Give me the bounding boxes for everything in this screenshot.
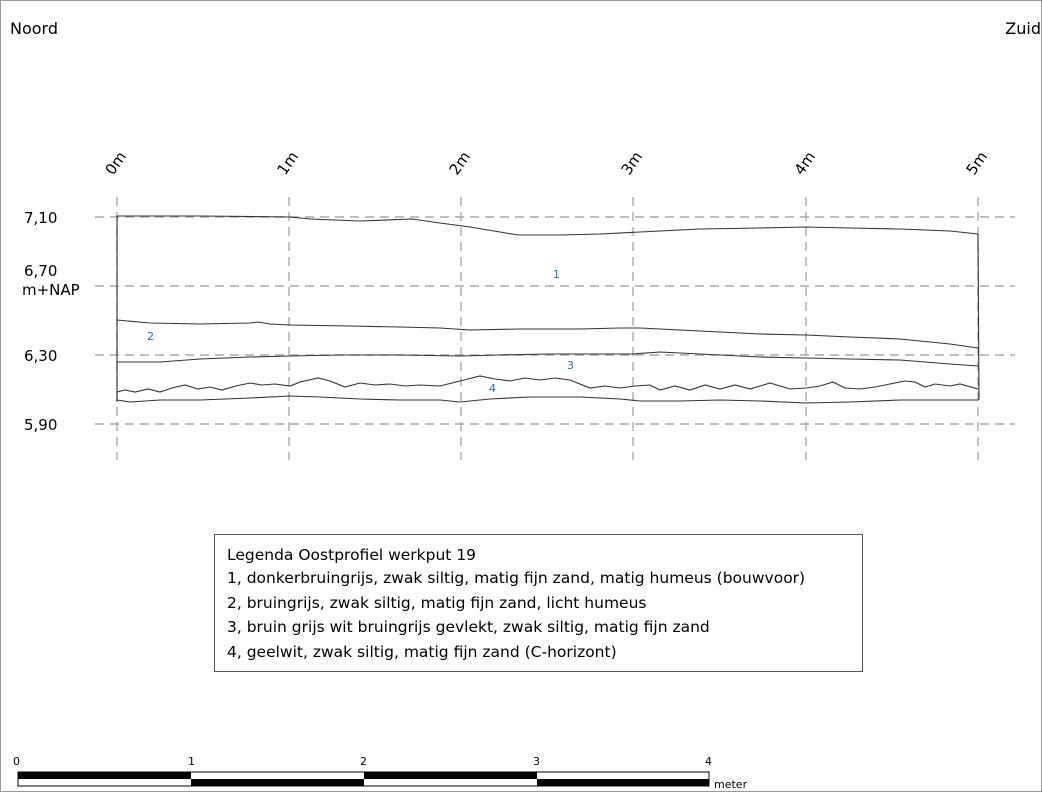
elevation-label-590: 5,90 bbox=[24, 416, 57, 434]
scale-tick-3: 3 bbox=[533, 755, 540, 768]
scale-tick-0: 0 bbox=[13, 755, 20, 768]
boundary-layer-2-3 bbox=[117, 351, 979, 367]
layer-label-4: 4 bbox=[489, 382, 496, 395]
scale-seg-top-2 bbox=[364, 772, 537, 779]
meter-label-5: 5m bbox=[963, 148, 992, 178]
orientation-south-label: Zuid bbox=[1005, 19, 1041, 38]
scale-tick-1: 1 bbox=[188, 755, 195, 768]
elevation-label-710: 7,10 bbox=[24, 209, 57, 227]
scale-tick-4: 4 bbox=[705, 755, 712, 768]
legend-title: Legenda Oostprofiel werkput 19 bbox=[227, 546, 477, 564]
scale-tick-2: 2 bbox=[360, 755, 367, 768]
meter-label-0: 0m bbox=[102, 148, 131, 178]
layer-label-3: 3 bbox=[567, 359, 574, 372]
meter-label-3: 3m bbox=[618, 148, 647, 178]
elevation-label-670: 6,70 bbox=[24, 262, 57, 280]
boundary-layer-1-2 bbox=[116, 319, 979, 349]
boundary-layer-3-4 bbox=[116, 375, 979, 393]
legend-box: Legenda Oostprofiel werkput 19 1, donker… bbox=[214, 534, 863, 672]
profile-outline bbox=[116, 215, 980, 404]
scale-bar-unit: meter bbox=[714, 778, 748, 791]
legend-entry-4: 4, geelwit, zwak siltig, matig fijn zand… bbox=[227, 642, 617, 661]
elevation-labels: 7,10 6,70 m+NAP 6,30 5,90 bbox=[22, 209, 80, 434]
meter-labels: 0m 1m 2m 3m 4m 5m bbox=[102, 148, 992, 178]
profile-right-edge bbox=[977, 233, 980, 401]
scale-bar-tick-labels: 0 1 2 3 4 bbox=[13, 755, 712, 768]
profile-base-line bbox=[116, 395, 978, 404]
layer-number-labels: 1 2 3 4 bbox=[147, 268, 574, 395]
orientation-north-label: Noord bbox=[10, 19, 58, 38]
elevation-unit-label: m+NAP bbox=[22, 281, 80, 299]
legend-entry-3: 3, bruin grijs wit bruingrijs gevlekt, z… bbox=[227, 618, 710, 636]
horizontal-gridlines bbox=[95, 216, 1015, 425]
scale-seg-bottom-3 bbox=[537, 779, 709, 786]
layer-label-2: 2 bbox=[147, 330, 154, 343]
legend-entry-2: 2, bruingrijs, zwak siltig, matig fijn z… bbox=[227, 593, 647, 612]
scale-seg-top-0 bbox=[18, 772, 191, 779]
layer-label-1: 1 bbox=[553, 268, 560, 281]
meter-label-1: 1m bbox=[274, 148, 303, 178]
legend-entry-1: 1, donkerbruingrijs, zwak siltig, matig … bbox=[227, 569, 806, 587]
scale-seg-bottom-1 bbox=[191, 779, 364, 786]
meter-label-2: 2m bbox=[446, 148, 475, 178]
elevation-label-630: 6,30 bbox=[24, 347, 57, 365]
scale-bar: 0 1 2 3 4 meter bbox=[13, 755, 748, 791]
surface-line bbox=[117, 215, 979, 236]
meter-label-4: 4m bbox=[791, 148, 820, 178]
